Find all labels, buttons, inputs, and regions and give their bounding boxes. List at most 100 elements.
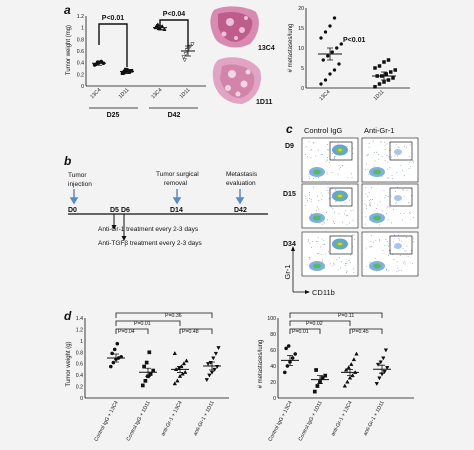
event-dot — [338, 257, 340, 259]
tick-label: 0.4 — [77, 61, 84, 67]
event-dot — [367, 196, 369, 198]
tick-label: 20 — [270, 380, 276, 386]
event-dot — [397, 267, 399, 269]
event-dot — [370, 235, 372, 237]
event-dot — [332, 208, 334, 210]
event-dot — [313, 178, 314, 179]
data-point — [343, 367, 349, 372]
sig-bracket — [289, 328, 321, 334]
data-point — [108, 364, 113, 369]
event-dot — [373, 152, 375, 154]
event-dot — [305, 146, 307, 148]
data-point — [207, 373, 212, 378]
event-dot — [334, 155, 336, 157]
event-label: Metastasis — [226, 171, 258, 178]
event-dot — [339, 167, 341, 168]
event-dot — [331, 172, 333, 174]
event-dot — [309, 178, 310, 180]
data-point — [378, 360, 383, 365]
event-dot — [351, 177, 353, 179]
lung-label-1d11: 1D11 — [256, 99, 272, 106]
event-dot — [354, 238, 356, 240]
event-dot — [375, 240, 377, 241]
event-dot — [341, 164, 343, 166]
category-label: anti-Gr-1 + 1D11 — [362, 400, 385, 437]
event-dot — [311, 213, 313, 215]
panel-a-left-ylabel: Tumor weight (mg) — [66, 25, 72, 75]
event-dot — [391, 174, 393, 176]
event-dot — [387, 206, 389, 208]
event-dot — [337, 269, 339, 271]
data-point — [110, 351, 114, 356]
event-dot — [398, 269, 400, 271]
sig-bracket — [115, 312, 213, 318]
event-dot — [369, 262, 371, 264]
event-dot — [345, 209, 347, 211]
data-point — [354, 351, 359, 356]
event-dot — [308, 240, 309, 242]
sig-label: P<0.01 — [343, 37, 365, 44]
tick-label: 0 — [273, 396, 276, 402]
data-point — [181, 361, 187, 366]
sig-bracket — [98, 23, 128, 67]
event-dot — [318, 199, 320, 201]
data-point — [386, 58, 391, 62]
event-dot — [385, 238, 387, 240]
data-point — [147, 350, 152, 355]
event-dot — [327, 192, 329, 194]
panel-a-left-marks — [92, 22, 195, 76]
event-dot — [389, 167, 391, 169]
tick-label: 5 — [301, 66, 304, 72]
data-point — [326, 54, 330, 58]
event-dot — [370, 241, 372, 243]
sig-label: P=0.04 — [118, 329, 135, 335]
error-bar — [124, 69, 130, 74]
panel-b-timeline: Tumor injection Tumor surgical removal M… — [68, 171, 268, 247]
event-dot — [388, 150, 390, 151]
event-dot — [333, 157, 335, 159]
event-dot — [396, 172, 398, 173]
gate-box — [329, 235, 353, 255]
category-label: 13C4 — [318, 89, 331, 102]
event-dot — [350, 173, 352, 175]
gate-box — [389, 187, 413, 207]
population-core — [373, 215, 381, 221]
event-dot — [413, 161, 415, 163]
data-point — [314, 368, 318, 372]
event-dot — [308, 257, 310, 259]
category-label: Control IgG + 1D11 — [298, 400, 324, 442]
event-dot — [407, 256, 409, 258]
event-dot — [371, 187, 373, 188]
event-dot — [352, 268, 354, 270]
event-dot — [405, 250, 407, 252]
event-dot — [317, 236, 319, 238]
data-point — [332, 16, 337, 20]
data-point — [293, 352, 298, 356]
event-dot — [348, 222, 350, 224]
event-dot — [397, 146, 399, 148]
event-dot — [367, 154, 369, 155]
group-label-d42: D42 — [168, 112, 181, 119]
event-dot — [326, 149, 328, 151]
error-bar — [381, 71, 387, 81]
event-dot — [377, 154, 379, 156]
event-dot — [398, 146, 400, 148]
event-label: Tumor surgical — [156, 171, 199, 178]
data-point — [183, 369, 188, 374]
sig-label: P=0.02 — [306, 321, 323, 327]
event-dot — [307, 239, 309, 241]
event-dot — [320, 192, 322, 194]
data-point — [216, 346, 221, 351]
event-dot — [412, 160, 414, 161]
category-label: Control IgG + 1D11 — [126, 400, 152, 442]
event-dot — [347, 177, 349, 179]
event-dot — [384, 141, 385, 143]
event-dot — [364, 169, 366, 171]
event-dot — [406, 147, 407, 149]
event-dot — [391, 178, 393, 180]
event-dot — [346, 224, 348, 226]
data-point — [319, 36, 323, 40]
event-dot — [413, 241, 415, 243]
data-point — [312, 389, 317, 394]
